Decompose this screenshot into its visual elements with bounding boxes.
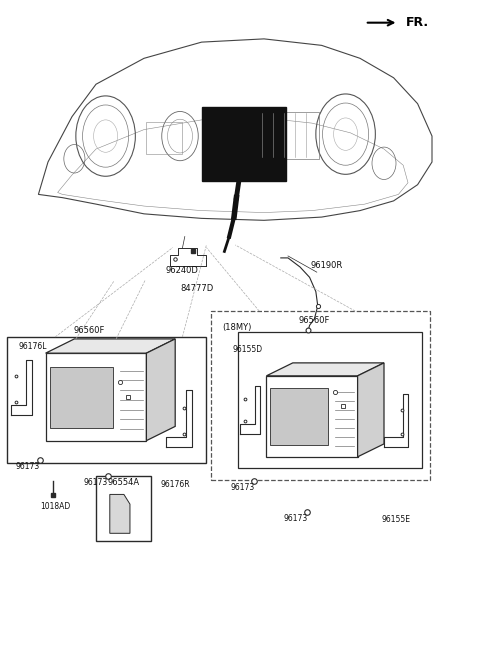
Text: 96155D: 96155D xyxy=(232,345,262,354)
Text: 96240D: 96240D xyxy=(166,266,199,275)
Polygon shape xyxy=(358,363,384,457)
Text: 1018AD: 1018AD xyxy=(40,502,71,511)
Bar xyxy=(46,353,146,441)
Text: FR.: FR. xyxy=(406,16,429,29)
Text: 96190R: 96190R xyxy=(310,261,343,270)
Text: 96560F: 96560F xyxy=(299,316,330,325)
Bar xyxy=(270,388,328,445)
Bar xyxy=(202,107,286,181)
Text: 84777D: 84777D xyxy=(180,284,214,293)
Bar xyxy=(250,112,319,159)
Text: 96173: 96173 xyxy=(230,483,254,492)
Text: 96173: 96173 xyxy=(283,514,307,523)
Bar xyxy=(266,376,358,457)
Text: 96554A: 96554A xyxy=(108,478,140,487)
Polygon shape xyxy=(146,339,175,441)
Polygon shape xyxy=(266,363,384,376)
Bar xyxy=(146,122,182,154)
Bar xyxy=(50,367,113,428)
Polygon shape xyxy=(110,494,130,533)
Text: 96155E: 96155E xyxy=(382,515,410,524)
Text: 96176L: 96176L xyxy=(18,342,47,351)
Text: 96560F: 96560F xyxy=(73,326,105,335)
Bar xyxy=(7,337,206,463)
Bar xyxy=(211,311,430,480)
Bar xyxy=(238,332,422,468)
Text: 96173: 96173 xyxy=(84,478,108,487)
Text: 96173: 96173 xyxy=(16,462,40,471)
Polygon shape xyxy=(46,339,175,353)
Text: 96176R: 96176R xyxy=(160,480,190,489)
Text: (18MY): (18MY) xyxy=(222,323,251,332)
Bar xyxy=(96,476,151,541)
